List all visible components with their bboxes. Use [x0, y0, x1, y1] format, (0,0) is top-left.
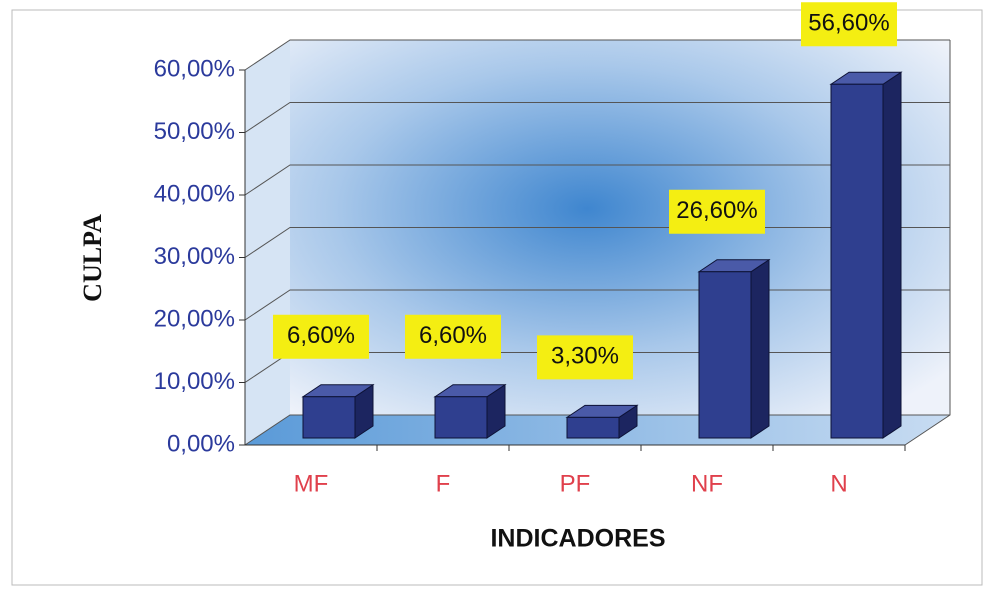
bar — [566, 416, 620, 439]
y-tick-label: 50,00% — [154, 118, 235, 145]
x-tick-label: N — [830, 470, 847, 497]
bar — [434, 396, 488, 439]
y-tick-label: 0,00% — [167, 430, 235, 457]
grid-line — [244, 39, 950, 71]
grid-line — [244, 102, 950, 133]
bar — [302, 396, 356, 439]
value-label: 26,60% — [676, 197, 757, 224]
value-label: 6,60% — [287, 322, 355, 349]
value-label-bg — [273, 314, 369, 359]
y-tick-label: 60,00% — [154, 55, 235, 82]
frame — [11, 9, 983, 586]
y-tick-label: 30,00% — [154, 243, 235, 270]
y-tick-label: 20,00% — [154, 305, 235, 332]
x-axis-title: INDICADORES — [490, 525, 665, 553]
floor-edge — [904, 40, 951, 446]
bar-side — [750, 258, 770, 439]
x-tick-label: NF — [691, 470, 723, 497]
value-label-bg — [801, 2, 897, 47]
x-tick-label: F — [436, 470, 451, 497]
value-label: 56,60% — [808, 10, 889, 37]
y-tick-label: 40,00% — [154, 180, 235, 207]
y-tick-label: 10,00% — [154, 368, 235, 395]
x-tick-label: PF — [560, 470, 591, 497]
bar — [698, 271, 752, 439]
x-tick-label: MF — [294, 470, 329, 497]
bar — [830, 83, 884, 439]
y-axis-title: CULPA — [78, 214, 107, 302]
value-label: 3,30% — [551, 343, 619, 370]
value-label-bg — [405, 314, 501, 359]
bar-side — [882, 71, 902, 439]
value-label-bg — [669, 189, 765, 234]
value-label: 6,60% — [419, 322, 487, 349]
grid-line — [244, 164, 950, 196]
value-label-bg — [537, 335, 633, 380]
